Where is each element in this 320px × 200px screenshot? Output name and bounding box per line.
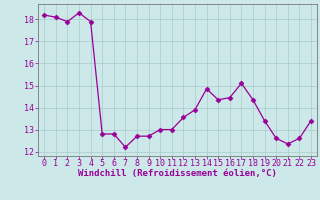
X-axis label: Windchill (Refroidissement éolien,°C): Windchill (Refroidissement éolien,°C) <box>78 169 277 178</box>
